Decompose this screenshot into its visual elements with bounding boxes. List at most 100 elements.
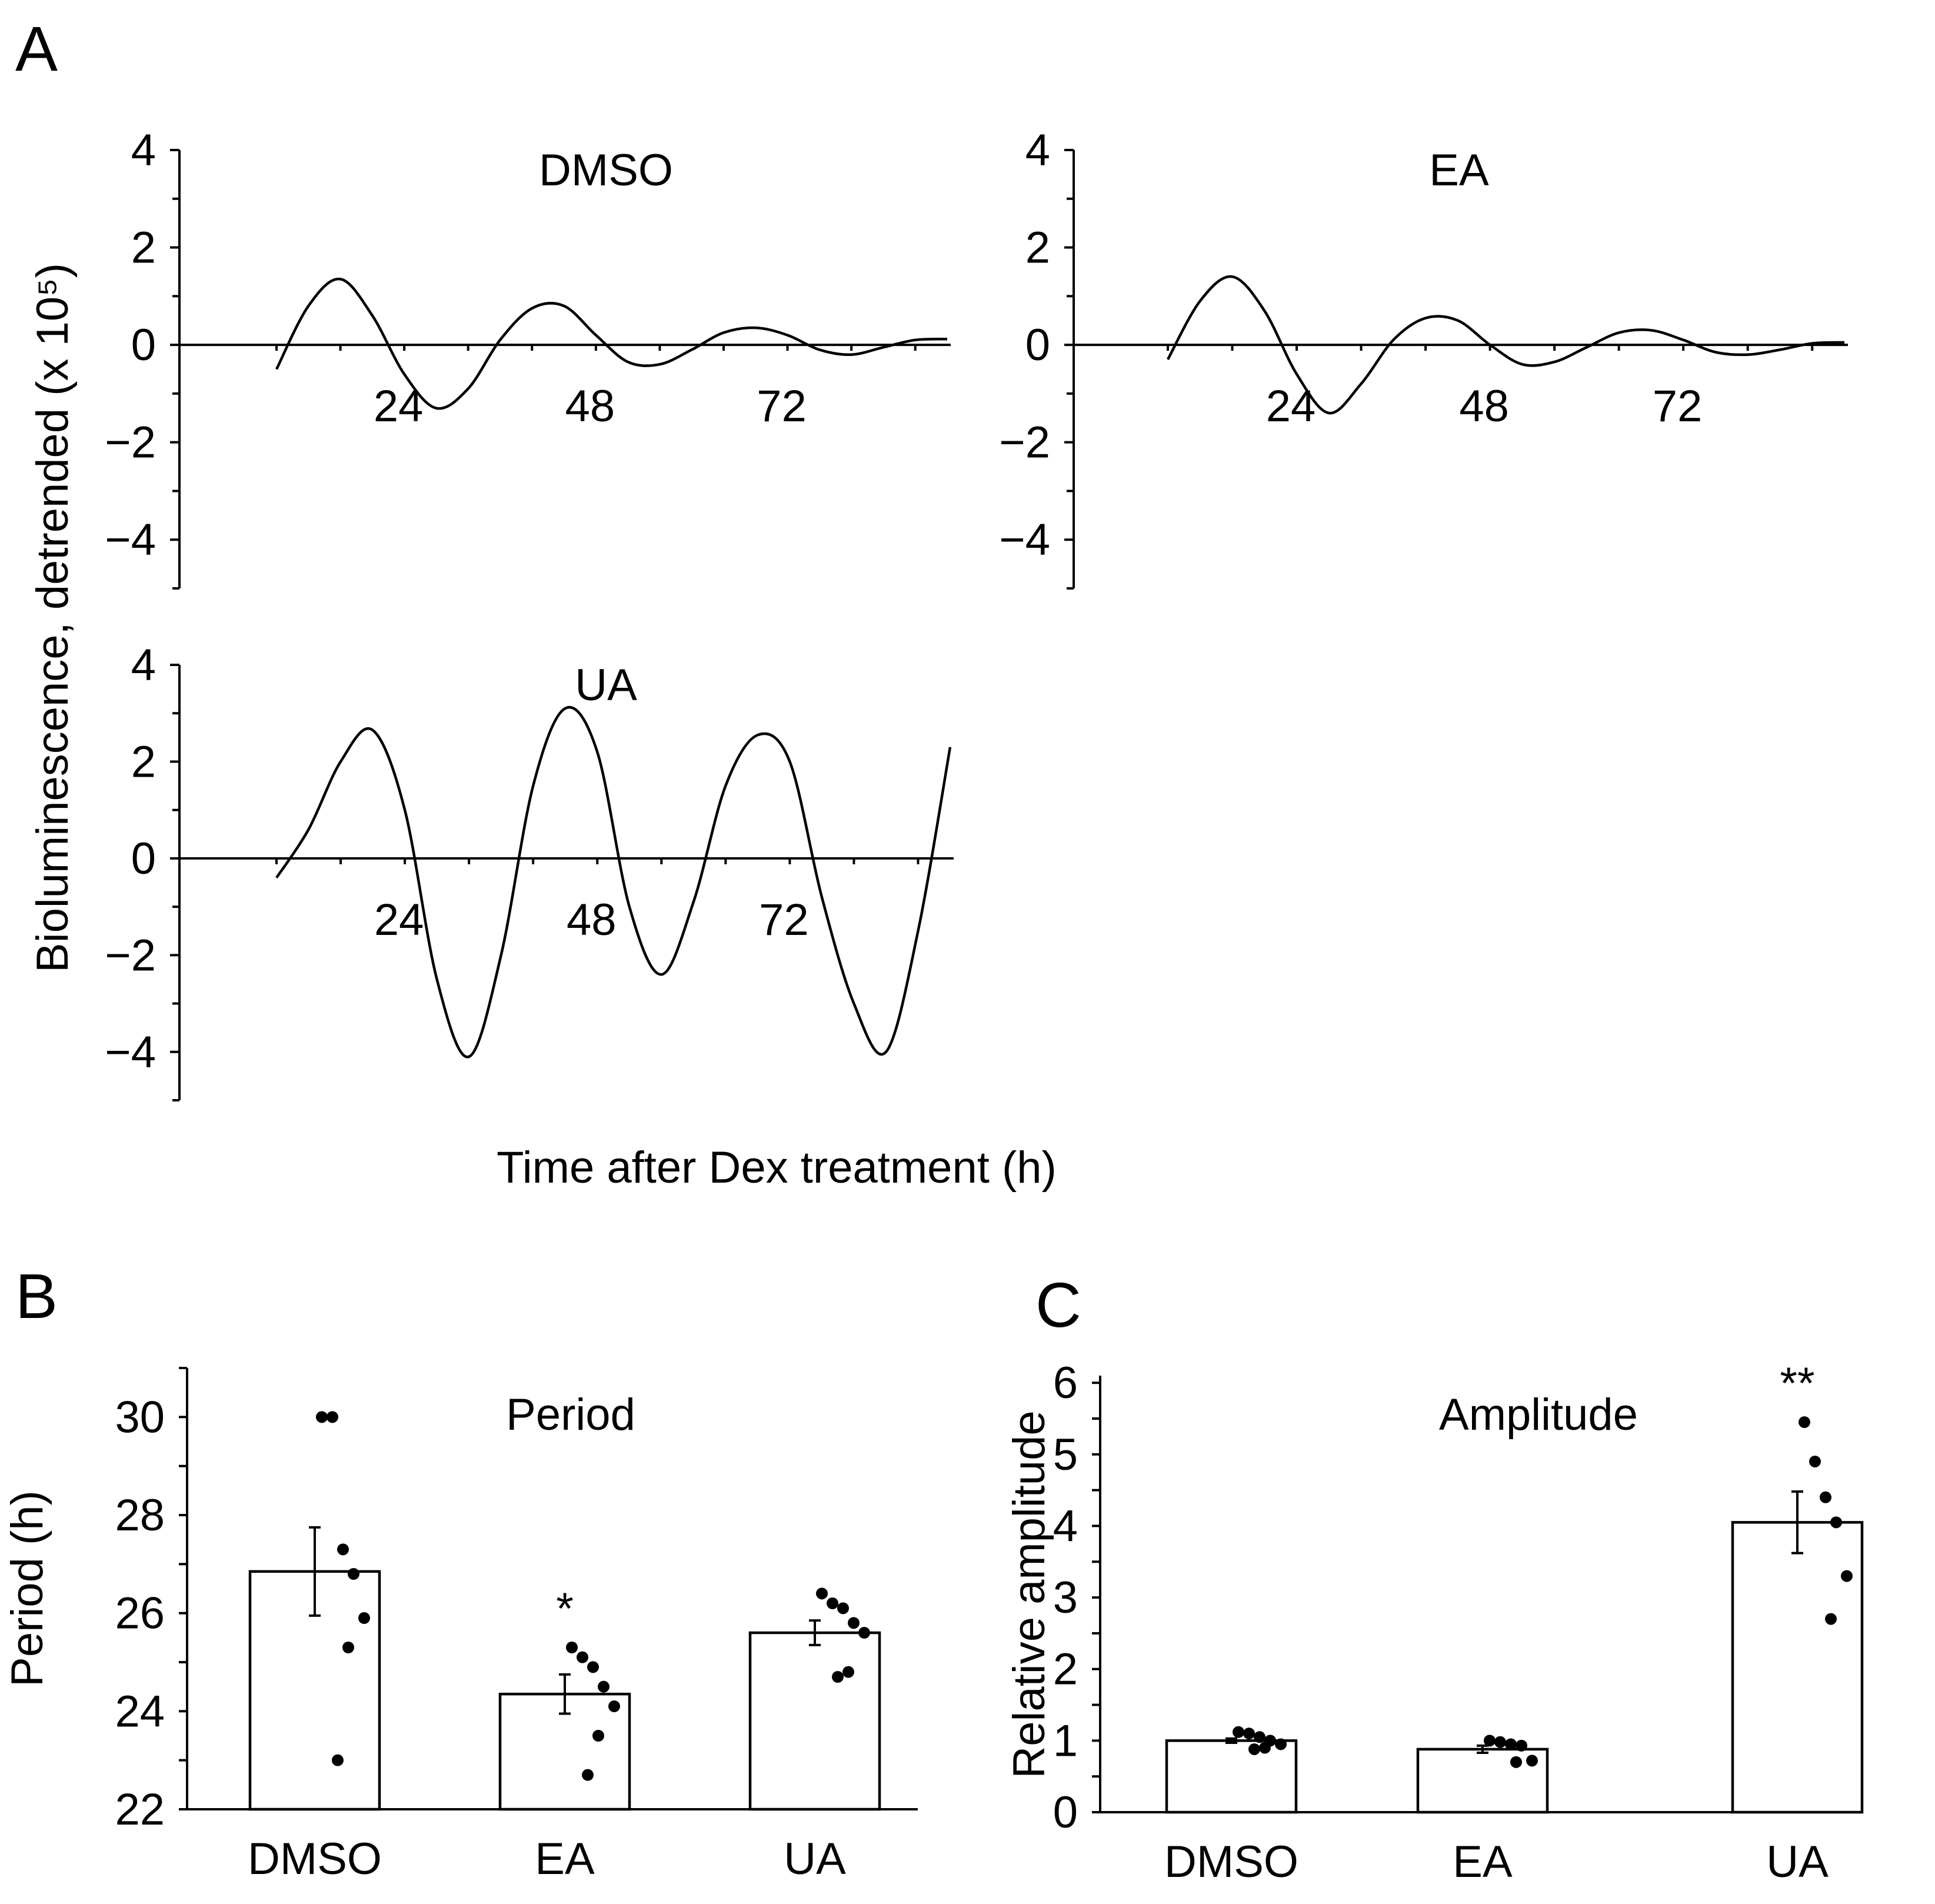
ea-x-tick-label: 72 — [1653, 381, 1703, 431]
ua-bioluminescence-trace — [275, 706, 952, 1058]
amplitude-data-point — [1494, 1736, 1506, 1748]
period-data-point — [827, 1597, 838, 1609]
period-data-point — [608, 1700, 620, 1712]
ea-bioluminescence-trace — [1167, 275, 1845, 415]
ea-x-tick-label: 48 — [1459, 381, 1509, 431]
ua-plot-title: UA — [575, 660, 637, 710]
dmso-plot-title: DMSO — [539, 145, 673, 195]
amplitude-y-axis-label: Relative amplitude — [1004, 1410, 1054, 1778]
period-data-point — [592, 1730, 604, 1742]
amplitude-significance-marker: ** — [1780, 1359, 1814, 1409]
period-data-point — [327, 1411, 338, 1423]
period-category-label: DMSO — [248, 1834, 382, 1884]
ua-y-tick-label: −2 — [105, 930, 156, 980]
amplitude-category-label: EA — [1453, 1837, 1513, 1887]
amplitude-y-tick-label: 2 — [1053, 1645, 1078, 1695]
ua-y-tick-label: 4 — [131, 640, 156, 690]
ua-y-tick-label: 2 — [131, 737, 156, 787]
amplitude-data-point — [1809, 1455, 1821, 1467]
panel-letter-a: A — [15, 13, 58, 84]
period-y-tick-label: 24 — [115, 1686, 165, 1736]
amplitude-data-point — [1233, 1726, 1244, 1738]
amplitude-data-point — [1516, 1739, 1527, 1752]
period-data-point — [577, 1651, 588, 1663]
ea-y-tick-label: 4 — [1025, 125, 1050, 175]
panel-a-x-axis-label: Time after Dex treatment (h) — [497, 1143, 1057, 1193]
ua-trace-plot: 4 2 0 −2 −4 24 48 72 UA — [105, 640, 954, 1101]
period-y-tick-label: 22 — [115, 1785, 165, 1835]
period-y-tick-label: 28 — [115, 1490, 165, 1540]
amplitude-y-tick-label: 3 — [1053, 1573, 1078, 1623]
panel-a-y-axis-label: Bioluminescence, detrended (x 10⁵) — [28, 263, 78, 973]
amplitude-data-point — [1830, 1516, 1842, 1529]
period-y-tick-label: 26 — [115, 1589, 165, 1639]
amplitude-data-point — [1526, 1755, 1538, 1767]
ea-trace-plot: 4 2 0 −2 −4 24 48 72 EA — [999, 125, 1848, 590]
amplitude-data-point — [1243, 1727, 1255, 1740]
period-data-point — [566, 1642, 578, 1653]
period-data-point — [858, 1627, 870, 1639]
period-bar-chart: 30 28 26 24 22 Period (h) Period DMSO EA * UA — [2, 1367, 918, 1884]
period-bar-ua — [748, 1631, 881, 1811]
amplitude-data-point — [1254, 1731, 1265, 1743]
amplitude-category-label: DMSO — [1164, 1837, 1298, 1887]
amplitude-y-tick-label: 6 — [1053, 1358, 1078, 1408]
period-data-point — [342, 1642, 354, 1653]
amplitude-data-point — [1799, 1416, 1810, 1429]
ea-y-tick-label: 2 — [1025, 223, 1050, 273]
period-category-label: EA — [535, 1834, 595, 1884]
dmso-y-tick-label: 2 — [131, 223, 156, 273]
dmso-x-tick-label: 48 — [565, 381, 615, 431]
amplitude-data-point — [1825, 1613, 1837, 1625]
amplitude-category-label: UA — [1766, 1837, 1829, 1887]
ea-y-tick-label: −2 — [999, 418, 1050, 468]
amplitude-bar-ea — [1416, 1747, 1549, 1814]
ea-y-tick-label: 0 — [1025, 320, 1050, 370]
amplitude-y-tick-label: 5 — [1053, 1430, 1078, 1480]
ea-x-tick-label: 24 — [1266, 381, 1316, 431]
ua-x-tick-label: 24 — [374, 895, 424, 945]
amplitude-y-tick-label: 1 — [1053, 1716, 1078, 1766]
period-chart-title: Period — [506, 1390, 635, 1440]
amplitude-data-point — [1820, 1491, 1831, 1503]
period-data-point — [837, 1602, 849, 1615]
amplitude-data-point — [1484, 1735, 1496, 1747]
amplitude-data-point — [1841, 1570, 1853, 1582]
ua-x-tick-label: 48 — [567, 895, 617, 945]
dmso-y-tick-label: −2 — [105, 418, 156, 468]
amplitude-bar-chart: 6 5 4 3 2 1 0 Relative amplitude Amplitude DMSO EA… — [1004, 1358, 1864, 1887]
period-data-point — [337, 1543, 349, 1556]
panel-letter-b: B — [15, 1260, 58, 1332]
amplitude-data-point — [1248, 1743, 1260, 1755]
ua-y-tick-label: 0 — [131, 834, 156, 884]
dmso-x-tick-label: 72 — [757, 381, 807, 431]
period-data-point — [332, 1754, 344, 1766]
period-data-point — [848, 1617, 860, 1629]
dmso-y-tick-label: −4 — [105, 515, 156, 565]
ea-y-tick-label: −4 — [999, 515, 1050, 565]
amplitude-chart-title: Amplitude — [1439, 1390, 1638, 1440]
period-data-point — [358, 1612, 370, 1624]
dmso-bioluminescence-trace — [275, 278, 948, 410]
amplitude-bar-ua — [1731, 1521, 1864, 1814]
panel-letter-c: C — [1035, 1269, 1081, 1340]
amplitude-data-point — [1510, 1756, 1522, 1768]
ea-plot-title: EA — [1429, 145, 1489, 195]
period-significance-marker: * — [556, 1584, 574, 1634]
dmso-y-tick-label: 0 — [131, 320, 156, 370]
ua-y-tick-label: −4 — [105, 1027, 156, 1077]
ua-x-tick-label: 72 — [759, 895, 809, 945]
period-data-point — [832, 1671, 844, 1683]
amplitude-data-point — [1505, 1738, 1517, 1750]
period-category-label: UA — [784, 1834, 846, 1884]
period-data-point — [816, 1587, 828, 1600]
period-data-point — [348, 1568, 359, 1580]
amplitude-y-tick-label: 0 — [1053, 1788, 1078, 1838]
period-y-tick-label: 30 — [115, 1392, 165, 1442]
amplitude-bar-dmso — [1165, 1739, 1298, 1814]
period-data-point — [587, 1661, 599, 1673]
amplitude-y-tick-label: 4 — [1053, 1501, 1078, 1551]
period-y-axis-label: Period (h) — [2, 1490, 52, 1687]
